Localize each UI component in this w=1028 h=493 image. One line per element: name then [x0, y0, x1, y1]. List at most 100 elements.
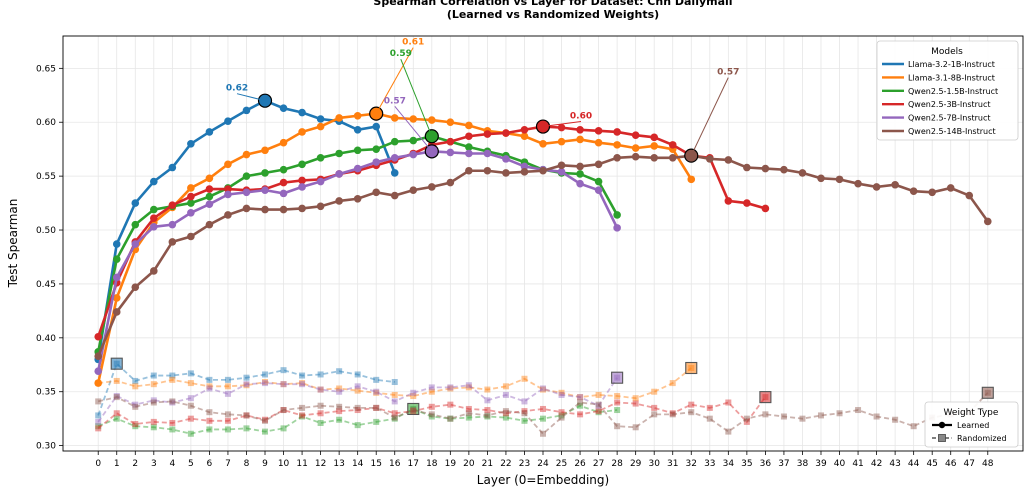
legend-randomized-label: Randomized: [957, 434, 1007, 443]
learned-point-qwen2-5-7b-instruct: [557, 168, 566, 176]
learned-point-qwen2-5-14b-instruct: [705, 155, 714, 163]
legend-label-qwen2-5-7b-instruct: Qwen2.5-7B-Instruct: [908, 114, 991, 123]
learned-point-qwen2-5-14b-instruct: [650, 154, 658, 162]
learned-point-qwen2-5-7b-instruct: [112, 273, 121, 282]
randomized-point-qwen2-5-7b-instruct: [502, 391, 509, 398]
randomized-series: [95, 357, 994, 437]
randomized-point-llama-3-1-8b-instruct: [373, 389, 380, 396]
learned-point-qwen2-5-1-5b-instruct: [372, 145, 381, 153]
randomized-point-llama-3-1-8b-instruct: [558, 389, 565, 396]
learned-point-qwen2-5-14b-instruct: [835, 175, 844, 184]
learned-point-qwen2-5-14b-instruct: [520, 168, 529, 176]
peak-annotation-label-llama-3-1-8b-instruct: 0.61: [402, 38, 424, 48]
randomized-point-qwen2-5-1-5b-instruct: [595, 409, 602, 416]
peak-annotation-arrow-qwen2-5-14b-instruct: [690, 77, 729, 156]
legend-learned-label: Learned: [957, 421, 989, 430]
randomized-point-qwen2-5-1-5b-instruct: [373, 418, 380, 425]
randomized-point-llama-3-2-1b-instruct: [243, 374, 250, 381]
learned-point-llama-3-2-1b-instruct: [372, 122, 381, 131]
y-tick-label: 0.45: [36, 280, 56, 290]
randomized-point-qwen2-5-14b-instruct: [706, 415, 713, 422]
learned-point-qwen2-5-1-5b-instruct: [390, 137, 399, 146]
learned-point-llama-3-2-1b-instruct: [131, 199, 140, 207]
randomized-point-qwen2-5-3b-instruct: [224, 417, 231, 424]
learned-point-llama-3-1-8b-instruct: [520, 132, 529, 141]
learned-point-llama-3-2-1b-instruct: [205, 128, 214, 136]
randomized-point-qwen2-5-7b-instruct: [577, 394, 584, 401]
x-tick-label: 30: [648, 459, 660, 469]
learned-point-llama-3-1-8b-instruct: [316, 122, 325, 131]
x-tick-label: 25: [556, 459, 567, 469]
x-axis-label: Layer (0=Embedding): [477, 473, 609, 487]
randomized-point-qwen2-5-7b-instruct: [187, 395, 194, 402]
randomized-point-llama-3-2-1b-instruct: [299, 372, 306, 379]
x-tick-label: 20: [463, 459, 475, 469]
learned-point-qwen2-5-3b-instruct: [502, 129, 510, 137]
x-tick-label: 36: [760, 459, 772, 469]
peak-annotation-label-llama-3-2-1b-instruct: 0.62: [226, 84, 248, 94]
randomized-point-llama-3-1-8b-instruct: [150, 381, 157, 388]
randomized-final-marker-qwen2-5-14b-instruct: [981, 386, 994, 399]
x-tick-label: 46: [945, 459, 957, 469]
learned-point-llama-3-1-8b-instruct: [353, 111, 362, 120]
x-tick-label: 26: [574, 459, 586, 469]
peak-annotation-arrow-llama-3-2-1b-instruct: [236, 93, 266, 102]
learned-point-qwen2-5-14b-instruct: [502, 169, 510, 177]
learned-point-llama-3-1-8b-instruct: [205, 174, 214, 183]
learned-point-qwen2-5-7b-instruct: [261, 186, 269, 194]
peak-annotation-label-qwen2-5-1-5b-instruct: 0.59: [390, 49, 412, 59]
y-axis: 0.30 0.35 0.40 0.45 0.50 0.55 0.60 0.65: [36, 64, 63, 452]
learned-point-llama-3-2-1b-instruct: [353, 125, 362, 134]
x-tick-label: 39: [815, 459, 827, 469]
x-tick-label: 37: [778, 459, 789, 469]
randomized-point-qwen2-5-7b-instruct: [280, 381, 287, 388]
randomized-point-llama-3-1-8b-instruct: [577, 394, 584, 401]
learned-point-qwen2-5-14b-instruct: [205, 220, 214, 229]
randomized-point-llama-3-1-8b-instruct: [299, 380, 306, 387]
learned-point-qwen2-5-14b-instruct: [854, 179, 862, 188]
x-tick-label: 42: [871, 459, 882, 469]
learned-point-llama-3-2-1b-instruct: [187, 139, 195, 148]
randomized-point-qwen2-5-3b-instruct: [706, 404, 713, 411]
randomized-point-qwen2-5-1-5b-instruct: [521, 417, 528, 424]
randomized-point-qwen2-5-3b-instruct: [243, 412, 250, 419]
randomized-point-llama-3-1-8b-instruct: [206, 383, 213, 390]
randomized-point-qwen2-5-3b-instruct: [725, 399, 732, 406]
randomized-point-llama-3-1-8b-instruct: [262, 379, 269, 386]
x-tick-label: 45: [926, 459, 937, 469]
randomized-point-qwen2-5-7b-instruct: [391, 398, 398, 405]
learned-point-qwen2-5-14b-instruct: [279, 205, 288, 214]
randomized-point-qwen2-5-14b-instruct: [224, 411, 231, 418]
x-tick-label: 35: [741, 459, 752, 469]
learned-point-qwen2-5-7b-instruct: [390, 154, 399, 162]
x-tick-label: 18: [426, 459, 438, 469]
learned-point-qwen2-5-7b-instruct: [279, 189, 288, 198]
x-tick-label: 22: [500, 459, 511, 469]
x-tick-label: 1: [114, 459, 120, 469]
learned-point-qwen2-5-3b-instruct: [205, 185, 214, 193]
randomized-point-qwen2-5-1-5b-instruct: [540, 415, 546, 422]
learned-point-qwen2-5-14b-instruct: [224, 211, 232, 219]
learned-point-llama-3-1-8b-instruct: [390, 114, 399, 122]
legend-randomized-marker: [938, 434, 946, 442]
learned-point-qwen2-5-14b-instruct: [668, 154, 677, 162]
randomized-point-qwen2-5-1-5b-instruct: [187, 430, 194, 437]
learned-point-qwen2-5-3b-instruct: [187, 192, 195, 201]
learned-point-llama-3-2-1b-instruct: [298, 108, 306, 117]
learned-point-qwen2-5-14b-instruct: [780, 165, 788, 174]
randomized-point-llama-3-2-1b-instruct: [317, 371, 324, 378]
randomized-point-qwen2-5-3b-instruct: [95, 425, 102, 432]
randomized-point-qwen2-5-3b-instruct: [688, 401, 695, 408]
x-tick-label: 40: [834, 459, 846, 469]
learned-point-llama-3-2-1b-instruct: [168, 163, 177, 172]
randomized-point-qwen2-5-3b-instruct: [280, 407, 287, 414]
learned-point-llama-3-1-8b-instruct: [594, 138, 603, 147]
randomized-point-llama-3-1-8b-instruct: [669, 380, 676, 387]
randomized-point-qwen2-5-7b-instruct: [206, 385, 213, 392]
learned-point-qwen2-5-14b-instruct: [743, 163, 751, 172]
randomized-point-qwen2-5-1-5b-instruct: [150, 424, 157, 431]
randomized-point-qwen2-5-14b-instruct: [558, 414, 565, 421]
randomized-point-qwen2-5-14b-instruct: [762, 411, 769, 418]
randomized-point-llama-3-2-1b-instruct: [187, 370, 194, 377]
learned-point-qwen2-5-3b-instruct: [724, 197, 733, 205]
